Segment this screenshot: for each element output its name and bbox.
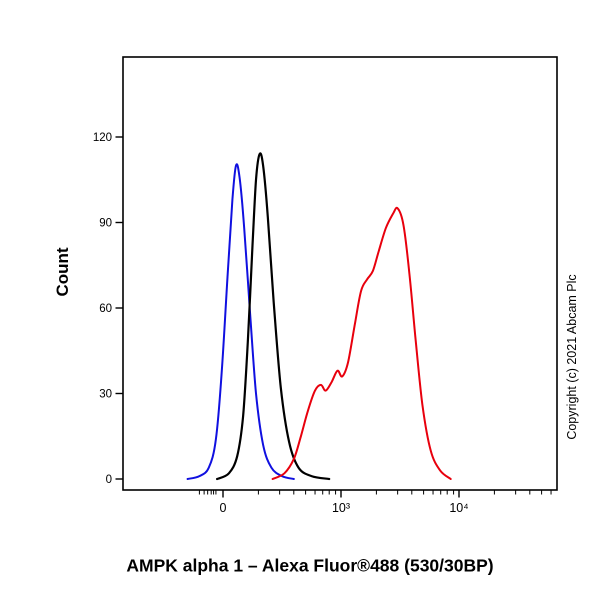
y-axis-title: Count	[53, 247, 72, 297]
red-ampk-alpha-1-stained-curve	[271, 206, 452, 480]
black-isotype-control-curve	[216, 152, 331, 481]
copyright-text: Copyright (c) 2021 Abcam Plc	[565, 274, 579, 440]
y-axis-tick-label: 90	[99, 218, 112, 230]
y-axis-tick-label: 0	[106, 474, 112, 486]
x-axis-tick-label: 0	[220, 501, 227, 515]
y-axis-tick-label: 30	[99, 389, 112, 401]
x-axis-tick-label: 10³	[332, 501, 350, 515]
y-axis-tick-label: 60	[99, 303, 112, 315]
x-axis-tick-label: 10⁴	[449, 501, 468, 515]
figure-title: AMPK alpha 1 – Alexa Fluor®488 (530/30BP…	[126, 555, 494, 576]
plot-border	[122, 56, 558, 491]
blue-unstained-control-curve	[186, 163, 295, 480]
y-axis-tick-label: 120	[93, 132, 112, 144]
